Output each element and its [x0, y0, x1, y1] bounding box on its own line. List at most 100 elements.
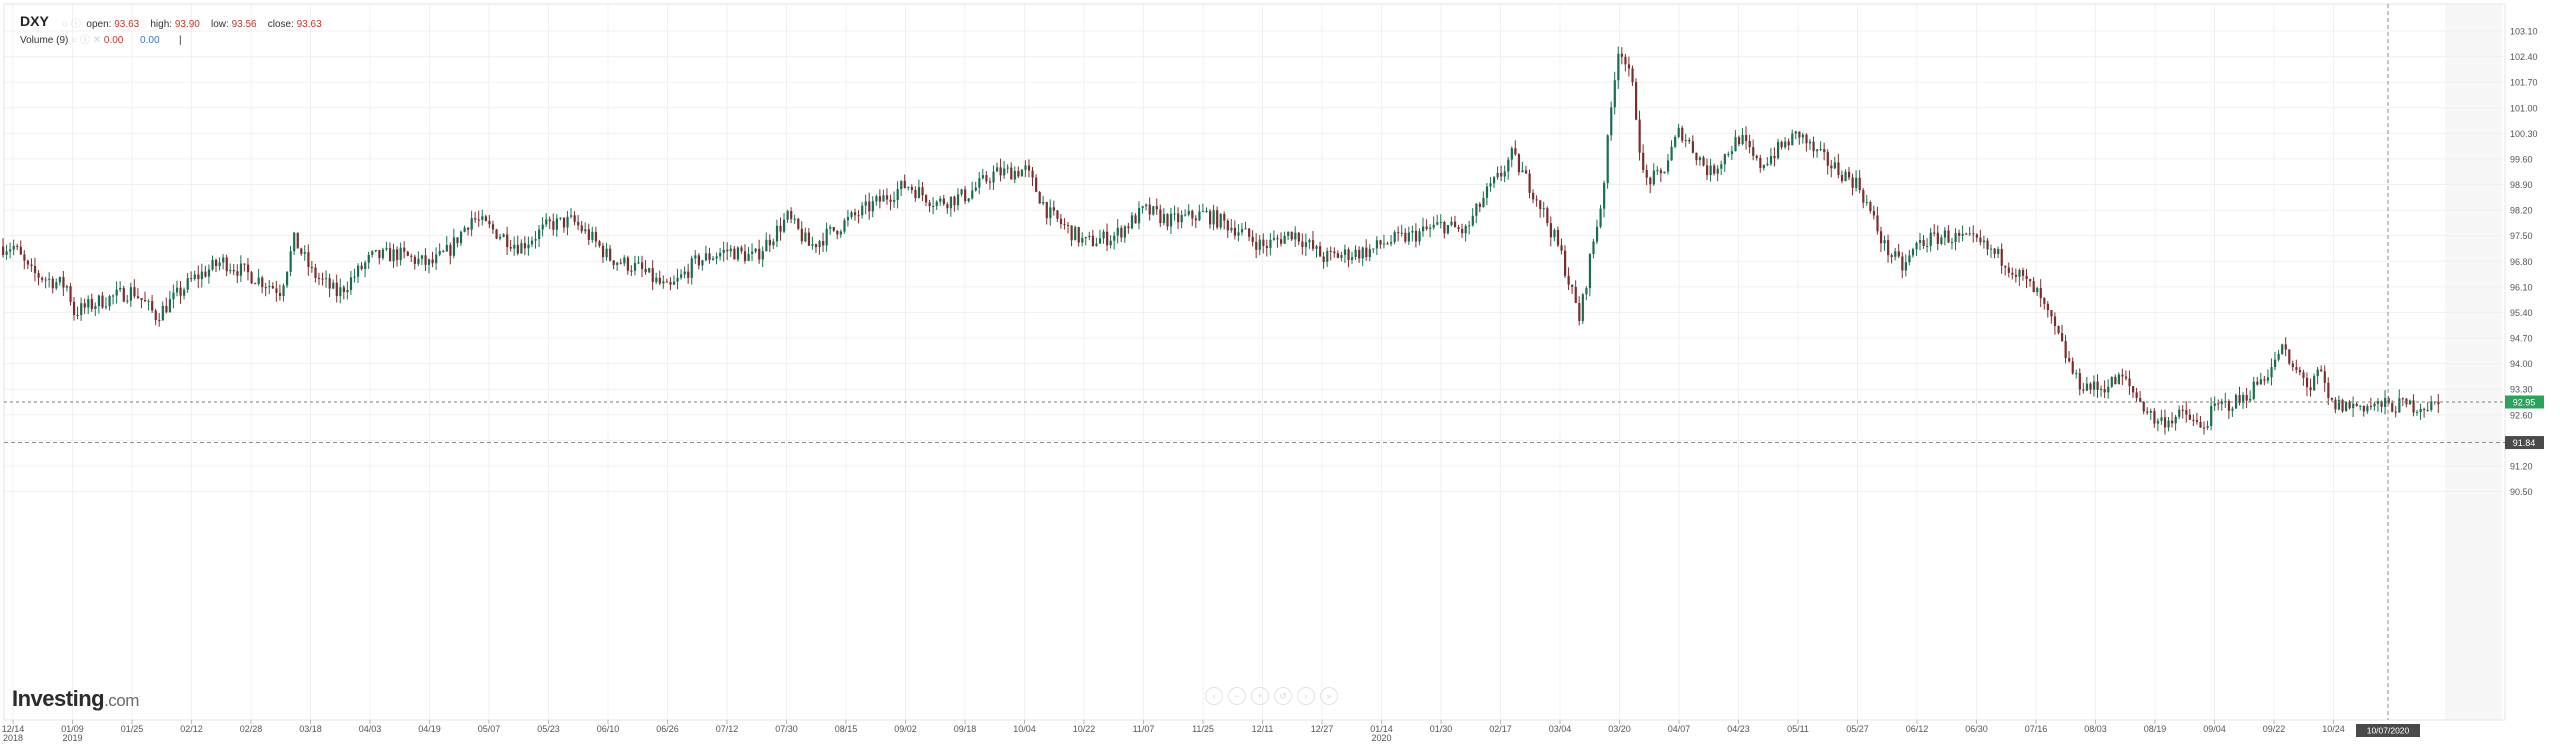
candle-body[interactable]	[1528, 173, 1531, 193]
candle-body[interactable]	[1670, 146, 1673, 161]
candle-body[interactable]	[1226, 220, 1229, 231]
candle-body[interactable]	[73, 301, 76, 315]
candle-body[interactable]	[151, 301, 154, 311]
candle-body[interactable]	[516, 244, 519, 254]
candle-body[interactable]	[2277, 353, 2280, 360]
candle-body[interactable]	[928, 202, 931, 207]
candle-body[interactable]	[1698, 157, 1702, 161]
candle-body[interactable]	[158, 320, 161, 322]
candle-body[interactable]	[44, 279, 47, 281]
candle-body[interactable]	[1404, 232, 1407, 242]
candle-body[interactable]	[1397, 232, 1400, 234]
candle-body[interactable]	[2217, 403, 2220, 405]
candle-body[interactable]	[1446, 225, 1450, 234]
candle-body[interactable]	[2334, 399, 2337, 410]
candle-body[interactable]	[2021, 270, 2025, 276]
candle-body[interactable]	[1081, 237, 1084, 243]
candle-body[interactable]	[1240, 229, 1244, 233]
candle-body[interactable]	[349, 277, 353, 290]
candle-body[interactable]	[967, 198, 970, 202]
candle-body[interactable]	[630, 270, 633, 272]
volume-settings-icon[interactable]: ○ ⓘ ✕	[71, 35, 102, 46]
candle-body[interactable]	[293, 232, 296, 252]
candle-body[interactable]	[1027, 165, 1031, 171]
candle-body[interactable]	[807, 232, 811, 246]
candle-body[interactable]	[399, 247, 402, 261]
candle-body[interactable]	[1106, 231, 1109, 246]
candle-body[interactable]	[960, 189, 963, 195]
candle-body[interactable]	[1212, 210, 1215, 225]
candle-body[interactable]	[2171, 420, 2174, 424]
candle-body[interactable]	[1659, 170, 1663, 174]
candle-body[interactable]	[672, 281, 676, 285]
candle-body[interactable]	[1219, 213, 1222, 228]
candle-body[interactable]	[90, 299, 93, 309]
candle-body[interactable]	[1365, 247, 1368, 258]
candle-body[interactable]	[719, 252, 722, 257]
candle-body[interactable]	[1464, 226, 1467, 234]
candle-body[interactable]	[1919, 240, 1922, 243]
candle-body[interactable]	[1730, 151, 1734, 155]
candle-body[interactable]	[325, 278, 328, 280]
candle-body[interactable]	[1713, 165, 1716, 174]
candle-body[interactable]	[2146, 411, 2149, 413]
candle-body[interactable]	[97, 295, 101, 307]
candle-body[interactable]	[1759, 157, 1762, 168]
candle-body[interactable]	[1688, 139, 1691, 142]
candle-body[interactable]	[335, 282, 338, 297]
candle-body[interactable]	[2419, 408, 2422, 412]
candle-body[interactable]	[204, 271, 207, 277]
candle-body[interactable]	[1581, 294, 1584, 321]
candle-body[interactable]	[456, 237, 459, 244]
candle-body[interactable]	[1311, 240, 1315, 249]
candle-body[interactable]	[371, 251, 374, 255]
candle-body[interactable]	[2302, 372, 2305, 378]
candle-body[interactable]	[2149, 411, 2152, 413]
candle-body[interactable]	[413, 256, 416, 264]
candle-body[interactable]	[2426, 409, 2429, 411]
zoom-out-icon[interactable]: −	[1228, 687, 1246, 705]
candle-body[interactable]	[992, 171, 995, 183]
candle-body[interactable]	[1102, 231, 1105, 239]
candle-body[interactable]	[1177, 213, 1180, 223]
candle-body[interactable]	[2298, 369, 2302, 373]
candle-body[interactable]	[566, 216, 569, 228]
candle-body[interactable]	[1812, 141, 1815, 152]
candle-body[interactable]	[23, 254, 26, 261]
candle-body[interactable]	[2082, 389, 2085, 391]
candle-body[interactable]	[186, 278, 189, 290]
candle-body[interactable]	[1663, 171, 1666, 174]
candle-body[interactable]	[1109, 240, 1112, 246]
candle-body[interactable]	[1091, 235, 1095, 246]
scroll-end-icon[interactable]: »	[1320, 687, 1338, 705]
candle-body[interactable]	[403, 247, 406, 252]
candle-body[interactable]	[1571, 284, 1574, 287]
candle-body[interactable]	[463, 227, 466, 232]
candle-body[interactable]	[1468, 225, 1471, 227]
candle-body[interactable]	[491, 224, 495, 230]
candle-body[interactable]	[1666, 160, 1670, 172]
candle-body[interactable]	[2132, 386, 2135, 393]
candle-body[interactable]	[2366, 406, 2369, 412]
candle-body[interactable]	[1155, 206, 1158, 210]
candle-body[interactable]	[2384, 398, 2387, 407]
candle-body[interactable]	[2352, 403, 2355, 409]
candle-body[interactable]	[2153, 411, 2156, 424]
candle-body[interactable]	[211, 259, 214, 270]
candle-body[interactable]	[435, 254, 438, 264]
candle-body[interactable]	[1851, 177, 1854, 188]
candle-body[interactable]	[896, 189, 899, 201]
candle-body[interactable]	[1358, 249, 1361, 259]
candle-body[interactable]	[2142, 401, 2145, 412]
candle-body[interactable]	[758, 248, 761, 260]
candle-body[interactable]	[1063, 224, 1066, 226]
candle-body[interactable]	[1567, 275, 1570, 285]
candle-body[interactable]	[136, 296, 140, 298]
candle-body[interactable]	[825, 228, 828, 246]
candle-body[interactable]	[548, 219, 551, 222]
candle-body[interactable]	[1862, 190, 1865, 203]
candle-body[interactable]	[1777, 141, 1780, 159]
candle-body[interactable]	[1049, 207, 1052, 219]
candle-body[interactable]	[2032, 281, 2035, 293]
candle-body[interactable]	[587, 229, 590, 240]
